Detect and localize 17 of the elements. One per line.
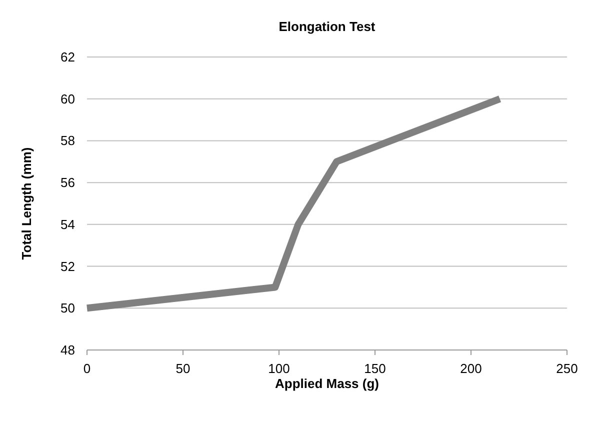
chart-title: Elongation Test [278, 19, 376, 34]
x-tick-label: 100 [268, 361, 290, 376]
x-tick-label: 50 [176, 361, 190, 376]
y-tick-label: 48 [60, 342, 75, 358]
x-tick-label: 250 [556, 361, 578, 376]
x-tick-label: 200 [460, 361, 482, 376]
x-tick-label: 0 [83, 361, 91, 376]
y-tick-label: 60 [60, 91, 75, 106]
y-tick-label: 50 [60, 300, 75, 316]
x-axis-title: Applied Mass (g) [274, 376, 380, 391]
y-tick-label: 52 [60, 258, 75, 274]
y-tick-label: 54 [60, 216, 75, 232]
y-tick-label: 58 [60, 133, 75, 148]
y-tick-label: 56 [60, 175, 75, 190]
y-tick-label: 62 [60, 50, 75, 64]
x-tick-label: 150 [364, 361, 386, 376]
y-axis-title: Total Length (mm) [19, 147, 34, 260]
